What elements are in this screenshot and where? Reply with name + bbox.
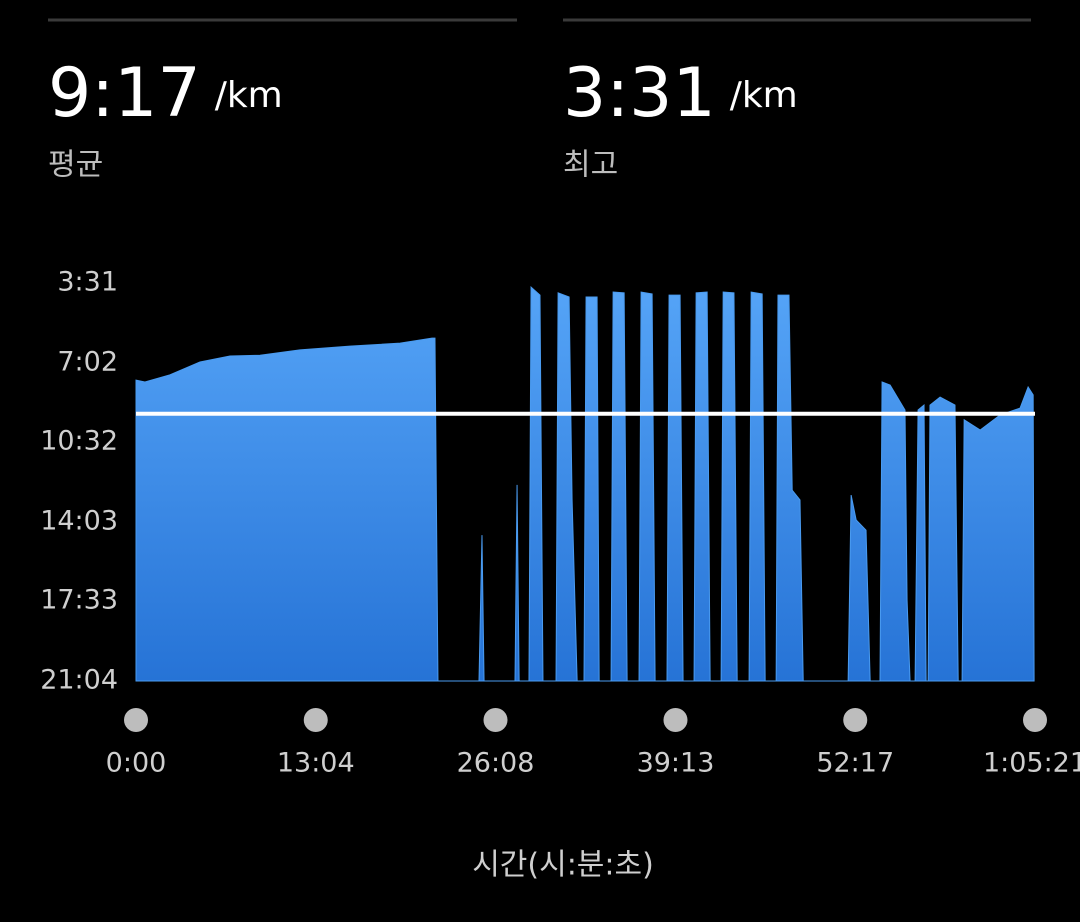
x-tick-dot <box>303 708 328 732</box>
average-label: 평균 <box>48 148 103 183</box>
x-tick-label: 39:13 <box>637 748 715 779</box>
x-tick-dot <box>843 708 868 732</box>
x-tick-dot <box>483 708 508 732</box>
pace-area <box>135 286 1035 682</box>
y-tick-label: 3:31 <box>57 267 118 298</box>
average-value: 9:17 <box>48 54 201 133</box>
x-axis-label: 시간(시:분:초) <box>472 848 654 883</box>
y-tick-label: 21:04 <box>40 665 118 696</box>
best-label: 최고 <box>563 148 618 183</box>
average-pace: 9:17/km <box>48 54 283 133</box>
x-tick-dot <box>124 708 148 732</box>
y-tick-label: 17:33 <box>40 585 118 616</box>
x-tick-label: 0:00 <box>106 748 167 779</box>
x-tick-dot <box>1023 708 1047 732</box>
y-tick-label: 14:03 <box>40 505 118 536</box>
best-unit: /km <box>730 75 798 116</box>
x-tick-label: 1:05:21 <box>983 748 1080 779</box>
y-tick-label: 7:02 <box>57 346 118 377</box>
x-tick-label: 13:04 <box>277 748 355 779</box>
best-pace: 3:31/km <box>563 54 798 133</box>
average-unit: /km <box>215 75 283 116</box>
y-tick-label: 10:32 <box>40 426 118 457</box>
x-tick-dot <box>663 708 688 732</box>
x-tick-label: 52:17 <box>816 748 894 779</box>
x-tick-label: 26:08 <box>457 748 535 779</box>
best-value: 3:31 <box>563 54 716 133</box>
